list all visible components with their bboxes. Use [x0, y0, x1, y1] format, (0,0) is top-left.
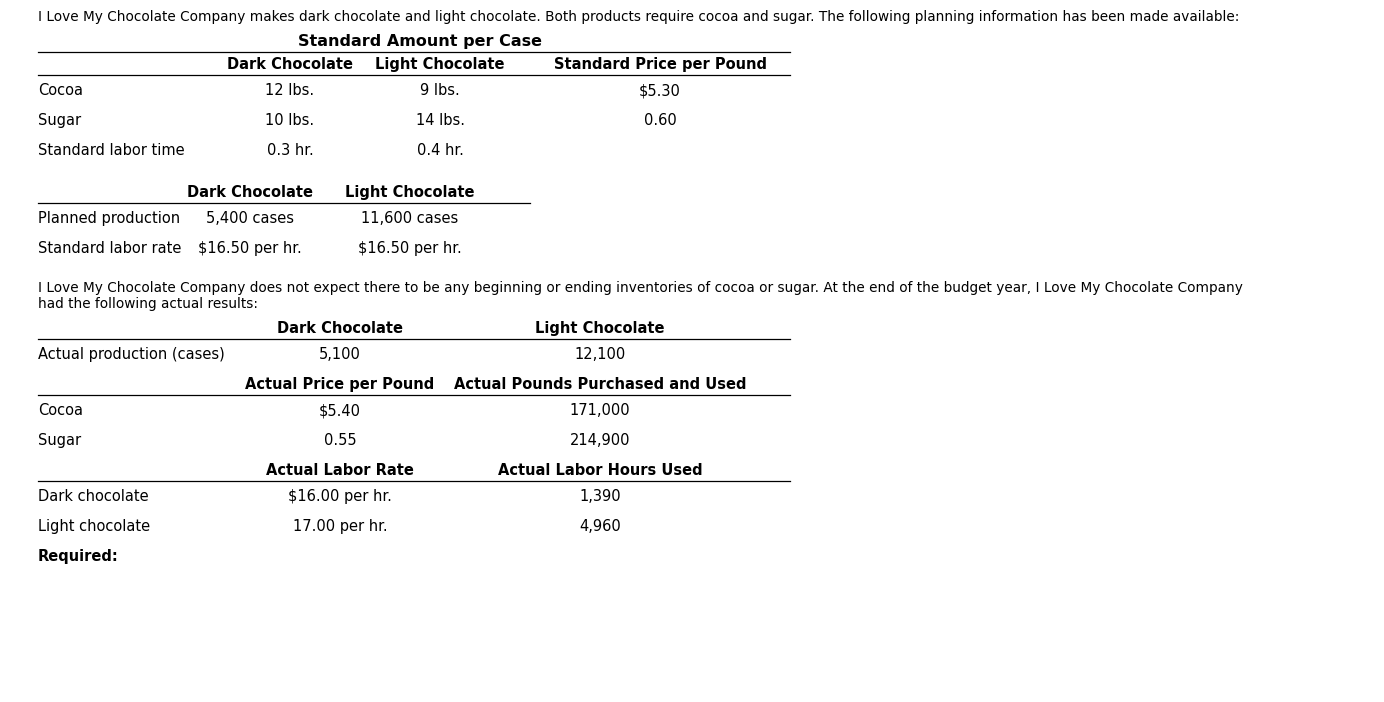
- Text: Dark Chocolate: Dark Chocolate: [277, 321, 403, 336]
- Text: Actual Price per Pound: Actual Price per Pound: [245, 377, 435, 392]
- Text: 17.00 per hr.: 17.00 per hr.: [292, 519, 388, 534]
- Text: 12 lbs.: 12 lbs.: [266, 83, 314, 98]
- Text: 9 lbs.: 9 lbs.: [421, 83, 459, 98]
- Text: 4,960: 4,960: [579, 519, 621, 534]
- Text: Dark Chocolate: Dark Chocolate: [187, 185, 313, 200]
- Text: Sugar: Sugar: [37, 433, 82, 448]
- Text: Standard Amount per Case: Standard Amount per Case: [298, 34, 543, 49]
- Text: Actual production (cases): Actual production (cases): [37, 347, 224, 362]
- Text: Actual Pounds Purchased and Used: Actual Pounds Purchased and Used: [454, 377, 746, 392]
- Text: $16.00 per hr.: $16.00 per hr.: [288, 489, 392, 504]
- Text: $5.30: $5.30: [639, 83, 681, 98]
- Text: Light Chocolate: Light Chocolate: [375, 57, 505, 72]
- Text: Light Chocolate: Light Chocolate: [345, 185, 475, 200]
- Text: Cocoa: Cocoa: [37, 83, 83, 98]
- Text: Actual Labor Rate: Actual Labor Rate: [266, 463, 414, 478]
- Text: Standard labor time: Standard labor time: [37, 143, 184, 158]
- Text: Sugar: Sugar: [37, 113, 82, 128]
- Text: 5,400 cases: 5,400 cases: [206, 211, 293, 226]
- Text: 12,100: 12,100: [574, 347, 626, 362]
- Text: Light Chocolate: Light Chocolate: [536, 321, 664, 336]
- Text: 0.3 hr.: 0.3 hr.: [267, 143, 313, 158]
- Text: Dark Chocolate: Dark Chocolate: [227, 57, 353, 72]
- Text: 0.55: 0.55: [324, 433, 356, 448]
- Text: Standard labor rate: Standard labor rate: [37, 241, 181, 256]
- Text: $16.50 per hr.: $16.50 per hr.: [358, 241, 462, 256]
- Text: 214,900: 214,900: [570, 433, 630, 448]
- Text: $16.50 per hr.: $16.50 per hr.: [198, 241, 302, 256]
- Text: Planned production: Planned production: [37, 211, 180, 226]
- Text: 14 lbs.: 14 lbs.: [415, 113, 465, 128]
- Text: had the following actual results:: had the following actual results:: [37, 297, 257, 311]
- Text: 10 lbs.: 10 lbs.: [266, 113, 314, 128]
- Text: Standard Price per Pound: Standard Price per Pound: [554, 57, 767, 72]
- Text: Light chocolate: Light chocolate: [37, 519, 149, 534]
- Text: 5,100: 5,100: [320, 347, 361, 362]
- Text: 171,000: 171,000: [570, 403, 630, 418]
- Text: I Love My Chocolate Company makes dark chocolate and light chocolate. Both produ: I Love My Chocolate Company makes dark c…: [37, 10, 1240, 24]
- Text: 0.60: 0.60: [644, 113, 677, 128]
- Text: $5.40: $5.40: [318, 403, 361, 418]
- Text: 11,600 cases: 11,600 cases: [361, 211, 458, 226]
- Text: 0.4 hr.: 0.4 hr.: [417, 143, 464, 158]
- Text: 1,390: 1,390: [579, 489, 621, 504]
- Text: Dark chocolate: Dark chocolate: [37, 489, 148, 504]
- Text: I Love My Chocolate Company does not expect there to be any beginning or ending : I Love My Chocolate Company does not exp…: [37, 281, 1243, 295]
- Text: Actual Labor Hours Used: Actual Labor Hours Used: [498, 463, 702, 478]
- Text: Required:: Required:: [37, 549, 119, 564]
- Text: Cocoa: Cocoa: [37, 403, 83, 418]
